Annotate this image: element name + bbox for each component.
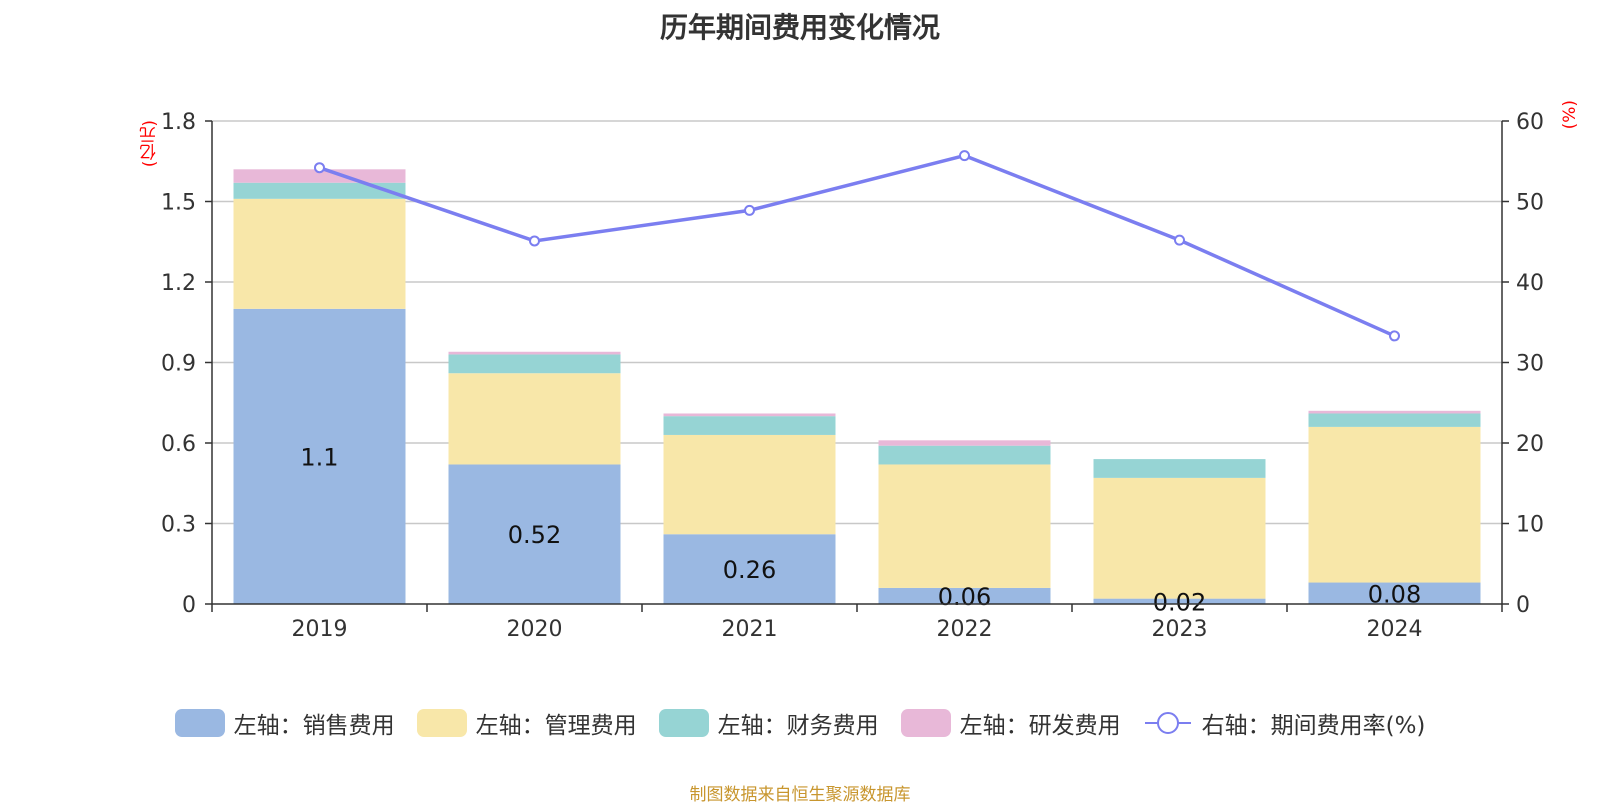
bar-segment-s1-2023 (1093, 477, 1266, 599)
legend-swatch-expense-rate (1144, 712, 1191, 734)
legend-label-finance: 左轴：财务费用 (717, 713, 879, 739)
legend-label-rnd: 左轴：研发费用 (959, 713, 1121, 739)
expense-rate-point-2024 (1389, 330, 1400, 342)
bar-data-label: 0.06 (938, 583, 991, 611)
x-axis-tick-label: 2022 (937, 617, 993, 642)
x-axis-tick-label: 2024 (1367, 617, 1423, 642)
bar-segment-s1-2019 (233, 198, 406, 309)
bar-segment-s1-2020 (448, 373, 621, 465)
x-axis-tick-label: 2020 (507, 617, 563, 642)
expense-rate-line (318, 153, 1396, 338)
expense-rate-point-2022 (959, 150, 970, 162)
left-axis-tick-label: 0.6 (161, 432, 196, 457)
legend-item-rnd[interactable]: 左轴：研发费用 (900, 706, 1121, 740)
bar-segment-s2-2020 (448, 354, 621, 374)
legend-item-finance[interactable]: 左轴：财务费用 (658, 706, 879, 740)
expense-rate-point-2019 (314, 162, 325, 174)
legend-swatch-sales (174, 709, 225, 737)
legend-swatch-finance (658, 709, 709, 737)
bar-segment-s3-2024 (1308, 410, 1481, 414)
expense-rate-point-2023 (1174, 234, 1185, 246)
legend-swatch-admin (416, 709, 467, 737)
bar-segment-s0-2021 (663, 534, 836, 604)
left-axis-tick-label: 0.3 (161, 513, 196, 538)
bar-segment-s3-2019 (233, 169, 406, 183)
left-axis-tick-label: 1.5 (161, 191, 196, 216)
bar-segment-s2-2019 (233, 182, 406, 199)
right-axis-tick-label: 30 (1516, 352, 1544, 377)
x-axis-tick-label: 2023 (1152, 617, 1208, 642)
right-axis-tick-label: 50 (1516, 191, 1544, 216)
left-axis-tick-label: 1.8 (161, 110, 196, 135)
bar-segment-s2-2021 (663, 416, 836, 435)
bar-segment-s2-2023 (1093, 459, 1266, 478)
bar-segment-s1-2024 (1308, 426, 1481, 583)
left-axis-tick-label: 0 (182, 593, 196, 618)
legend-label-sales: 左轴：销售费用 (233, 713, 395, 739)
bar-segment-s0-2022 (878, 587, 1051, 604)
right-axis-tick-label: 40 (1516, 271, 1544, 296)
right-axis-tick-label: 60 (1516, 110, 1544, 135)
legend-item-sales[interactable]: 左轴：销售费用 (174, 706, 395, 740)
bar-segment-s3-2022 (878, 440, 1051, 446)
legend: 左轴：销售费用 左轴：管理费用 左轴：财务费用 左轴：研发费用 右轴：期间费用率… (0, 706, 1600, 740)
right-axis-tick-label: 0 (1516, 593, 1530, 618)
left-axis-tick-label: 1.2 (161, 271, 196, 296)
x-axis-tick-label: 2019 (292, 617, 348, 642)
right-axis-tick-label: 20 (1516, 432, 1544, 457)
bar-data-label: 0.02 (1153, 588, 1206, 616)
bar-data-label: 0.52 (508, 521, 561, 549)
bar-segment-s1-2021 (663, 434, 836, 535)
bar-segment-s1-2022 (878, 464, 1051, 588)
bar-segment-s0-2020 (448, 464, 621, 604)
x-axis-tick-label: 2021 (722, 617, 778, 642)
right-axis-tick-label: 10 (1516, 513, 1544, 538)
bar-segment-s2-2024 (1308, 413, 1481, 427)
bar-segment-s0-2024 (1308, 582, 1481, 604)
bar-data-label: 1.1 (300, 443, 338, 471)
bar-segment-s3-2021 (663, 413, 836, 417)
chart-title: 历年期间费用变化情况 (659, 11, 940, 44)
expense-rate-point-2021 (744, 204, 755, 216)
bar-segment-s0-2019 (233, 308, 406, 604)
left-axis-tick-label: 0.9 (161, 352, 196, 377)
bar-segment-s2-2022 (878, 445, 1051, 465)
legend-item-expense-rate[interactable]: 右轴：期间费用率(%) (1143, 706, 1426, 740)
bar-segment-s0-2023 (1093, 598, 1266, 604)
expense-rate-point-2020 (529, 235, 540, 247)
legend-item-admin[interactable]: 左轴：管理费用 (416, 706, 637, 740)
bar-segment-s3-2020 (448, 351, 621, 355)
legend-label-admin: 左轴：管理费用 (475, 713, 637, 739)
bar-data-label: 0.26 (723, 556, 776, 584)
chart-canvas: 0 0.3 0.6 0.9 1.2 1.5 1.8 0 10 20 30 40 50 60 1.1 0.52 0… (161, 110, 1544, 642)
legend-label-expense-rate: 右轴：期间费用率(%) (1201, 713, 1426, 739)
legend-swatch-rnd (900, 709, 951, 737)
data-source-note: 制图数据来自恒生聚源数据库 (689, 785, 911, 805)
